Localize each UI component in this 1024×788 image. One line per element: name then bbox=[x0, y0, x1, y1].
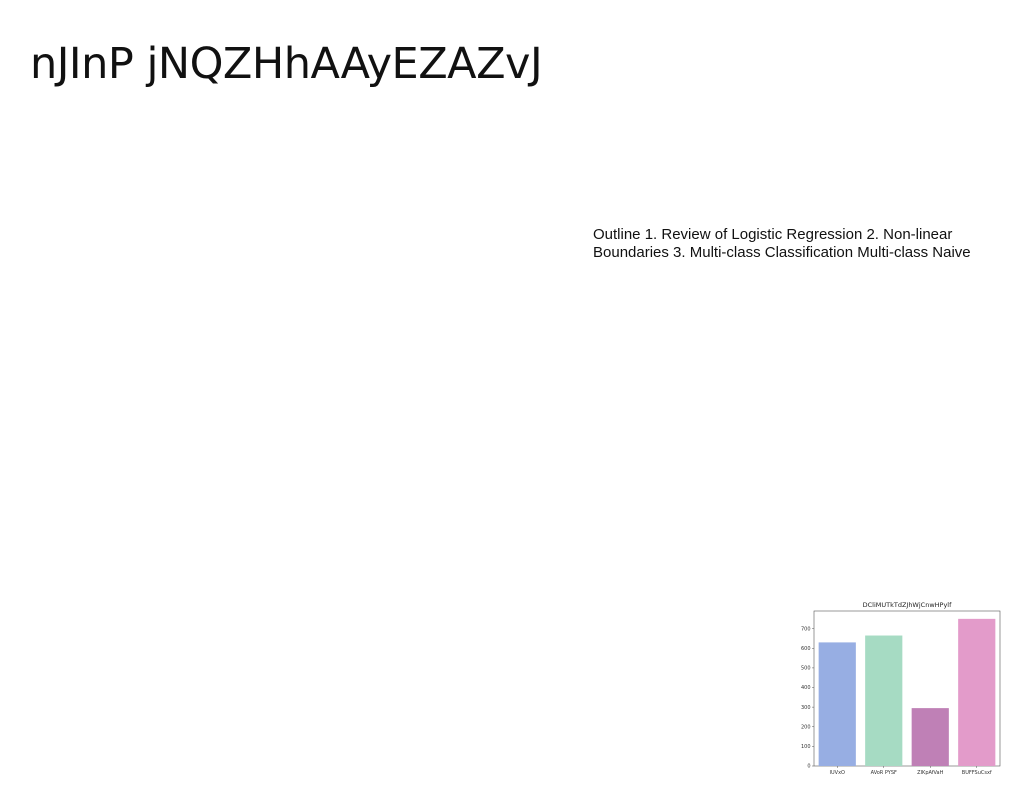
y-tick-label: 0 bbox=[807, 764, 810, 770]
x-tick-label: AVoR PYSF bbox=[871, 770, 897, 776]
y-tick-label: 600 bbox=[801, 646, 811, 652]
plot-area-frame bbox=[813, 610, 1001, 767]
slide-title: nJInP jNQZHhAAyEZAZvJ bbox=[30, 39, 543, 89]
x-tick-label: BUFFSuCsxf bbox=[962, 770, 992, 776]
bar-chart-svg: DCliMUTkTdZJhWjCnwHPylf 0 100 200 300 400 500… bbox=[801, 601, 1001, 776]
x-tick-label: IUVxO bbox=[830, 770, 846, 776]
y-tick-label: 500 bbox=[801, 666, 811, 672]
bar-chart: DCliMUTkTdZJhWjCnwHPylf 0 100 200 300 400 500… bbox=[790, 596, 1010, 780]
x-tick-label: ZIKpAfVaH bbox=[917, 770, 943, 776]
outline-text: Outline 1. Review of Logistic Regression… bbox=[593, 226, 971, 261]
bar-series bbox=[818, 618, 996, 766]
bar-iuvxo bbox=[818, 642, 856, 766]
y-axis: 0 100 200 300 400 500 600 700 bbox=[801, 626, 814, 770]
chart-title: DCliMUTkTdZJhWjCnwHPylf bbox=[863, 601, 953, 609]
y-tick-label: 400 bbox=[801, 685, 811, 691]
bar-avor-pysf bbox=[865, 635, 903, 766]
y-tick-label: 300 bbox=[801, 705, 811, 711]
y-tick-label: 100 bbox=[801, 744, 811, 750]
y-tick-label: 700 bbox=[801, 626, 811, 632]
x-axis: IUVxO AVoR PYSF ZIKpAfVaH BUFFSuCsxf bbox=[830, 766, 992, 776]
bar-buffsucsxf bbox=[958, 618, 996, 766]
y-tick-label: 200 bbox=[801, 724, 811, 730]
bar-zikpafvah bbox=[911, 708, 949, 766]
